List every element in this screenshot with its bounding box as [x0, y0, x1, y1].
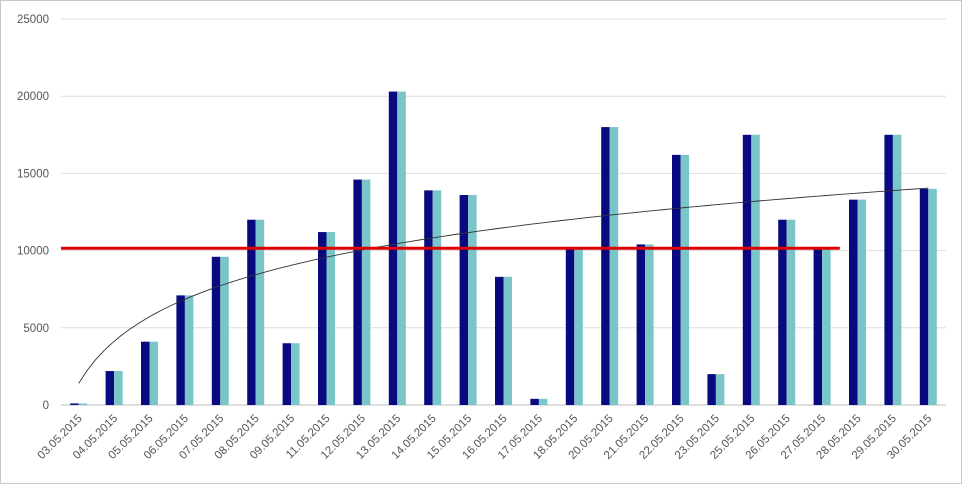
bar-series-1 [318, 232, 327, 405]
bar-series-1 [282, 343, 292, 405]
bar-series-2 [822, 249, 831, 405]
bar-series-1 [424, 190, 433, 405]
y-tick-label: 25000 [17, 14, 49, 26]
bar-series-1 [919, 188, 929, 405]
bar-series-2 [220, 256, 229, 405]
bar-series-1 [636, 244, 646, 405]
bar-series-2 [503, 276, 512, 405]
bar-series-2 [928, 188, 937, 405]
bar-series-2 [751, 134, 760, 406]
bar-series-2 [78, 403, 88, 405]
bar-series-1 [247, 219, 256, 405]
y-tick-label: 10000 [17, 246, 49, 258]
bar-series-2 [786, 219, 796, 405]
bar-series-1 [601, 127, 610, 405]
bar-series-2 [609, 127, 619, 405]
y-tick-label: 15000 [17, 168, 49, 180]
bar-series-2 [538, 398, 548, 405]
bar-series-2 [149, 341, 158, 405]
y-tick-label: 5000 [23, 323, 49, 335]
bar-series-1 [884, 134, 893, 406]
bar-series-2 [680, 154, 689, 405]
bar-series-2 [326, 232, 335, 405]
bar-series-2 [291, 343, 300, 405]
bar-series-1 [353, 179, 362, 405]
bar-series-2 [645, 244, 654, 405]
x-axis-tick-labels: 03.05.201504.05.201505.05.201506.05.2015… [36, 413, 935, 462]
bar-series-1 [176, 295, 185, 405]
gridlines [61, 18, 946, 406]
bar-series-1 [849, 199, 858, 405]
bar-series-1 [778, 219, 787, 405]
bar-series-1 [211, 256, 221, 405]
bar-series-1 [530, 398, 539, 405]
trendline-group [78, 187, 929, 384]
bar-series-2 [255, 219, 265, 405]
trendline [78, 187, 929, 384]
bar-series-2 [114, 371, 123, 405]
bar-series-1 [105, 371, 115, 405]
bar-series-1 [565, 249, 575, 405]
bar-series-2 [857, 199, 866, 405]
y-tick-label: 0 [43, 400, 49, 412]
bar-series-1 [70, 403, 79, 405]
bar-series-1 [707, 374, 716, 405]
y-axis-tick-labels: 0 5000 10000 15000 20000 25000 [17, 14, 49, 412]
bar-series-1 [495, 276, 504, 405]
bar-series-1 [813, 249, 823, 405]
bar-series-2 [432, 190, 442, 405]
bar-series-2 [715, 374, 725, 405]
bar-series-1 [459, 195, 469, 405]
bar-series-1 [742, 134, 752, 406]
bar-series-2 [574, 249, 583, 405]
bar-series-2 [468, 195, 477, 405]
bar-series-2 [892, 134, 902, 406]
bar-series-1 [141, 341, 150, 405]
y-tick-label: 20000 [17, 91, 49, 103]
bar-series-1 [672, 154, 681, 405]
bar-series-2 [184, 295, 194, 405]
bar-series-2 [361, 179, 371, 405]
